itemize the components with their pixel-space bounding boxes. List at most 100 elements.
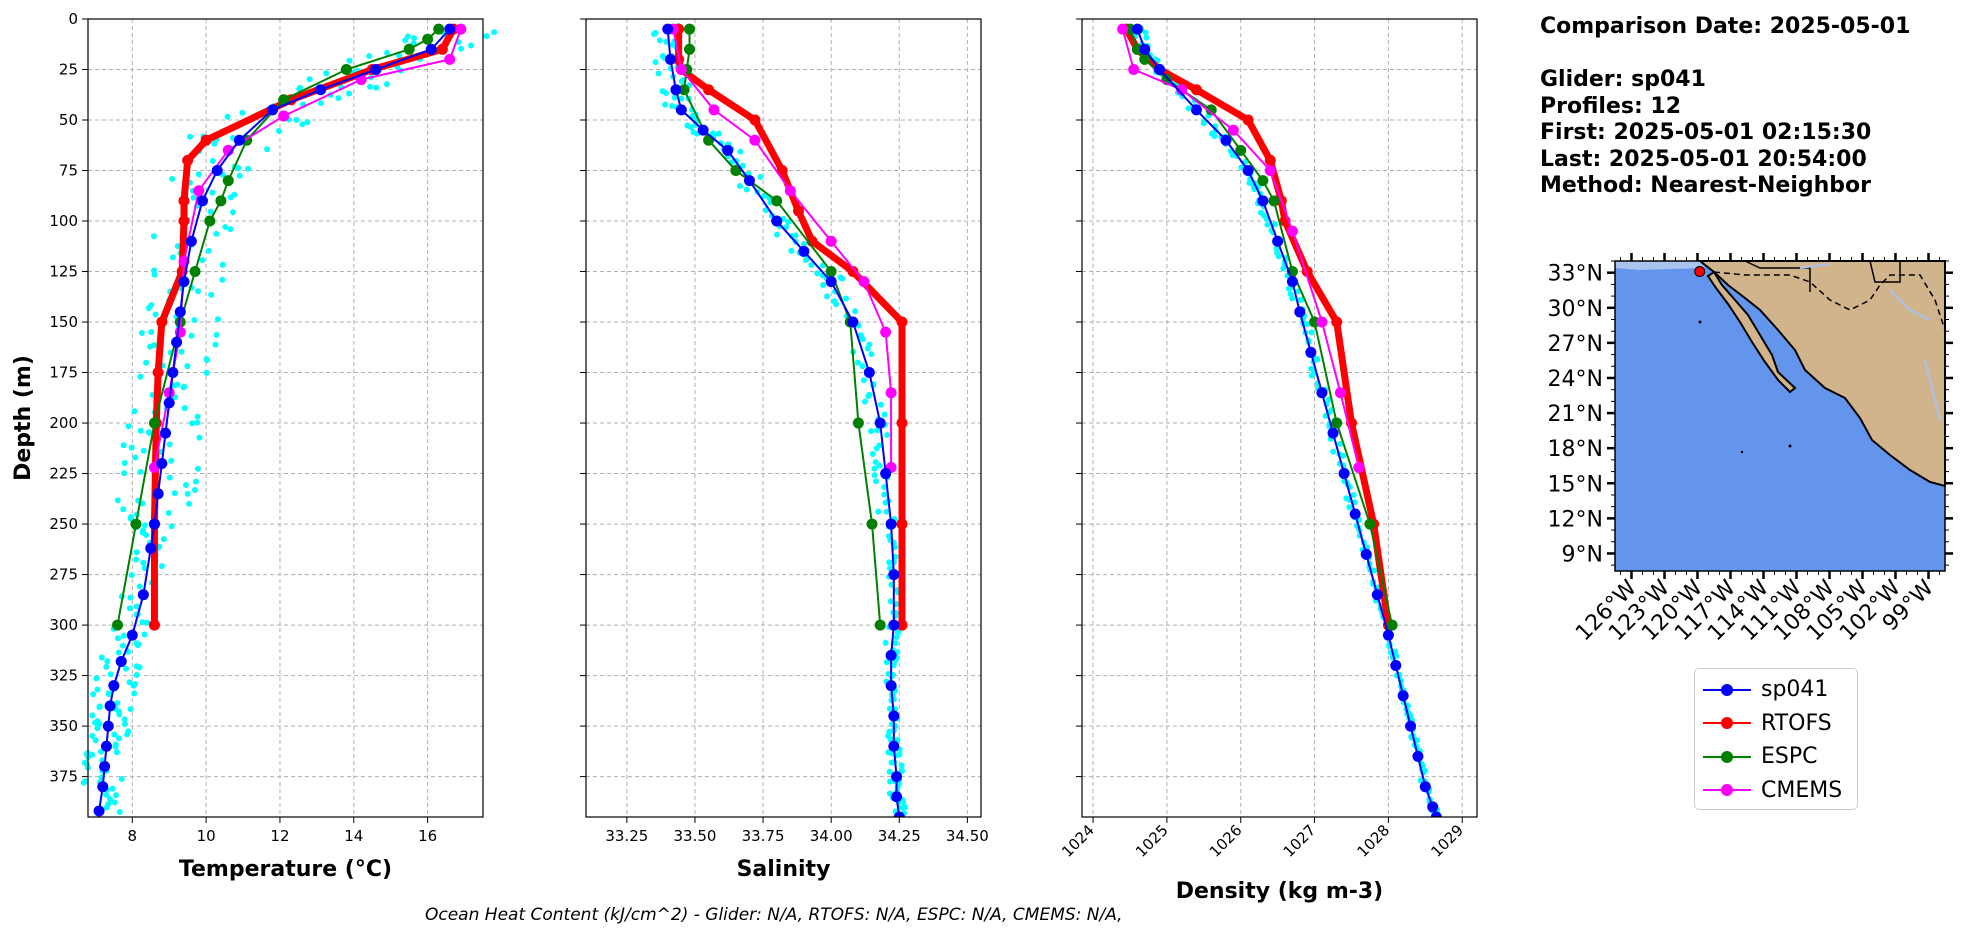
- raw-point: [293, 116, 300, 123]
- series-sp041-point: [1412, 750, 1424, 762]
- raw-point: [139, 619, 146, 626]
- raw-point: [180, 384, 187, 391]
- raw-point: [205, 247, 212, 254]
- raw-point: [892, 544, 899, 551]
- series-espc-point: [1235, 144, 1247, 156]
- series-sp041-point: [1360, 548, 1372, 560]
- map-shelf: [1615, 261, 1705, 270]
- series-cmems-point: [193, 185, 205, 197]
- series-cmems-point: [444, 53, 456, 65]
- y-tick-label: 300: [49, 616, 78, 634]
- y-tick-label: 150: [49, 313, 78, 331]
- raw-point: [886, 768, 893, 775]
- series-cmems-line: [672, 28, 893, 468]
- raw-point: [227, 226, 234, 233]
- raw-point: [715, 130, 722, 137]
- raw-point: [820, 281, 827, 288]
- raw-point: [208, 291, 215, 298]
- raw-point: [808, 262, 815, 269]
- series-sp041-point: [233, 134, 245, 146]
- raw-point: [1289, 295, 1296, 302]
- series-rtofs-point: [896, 417, 908, 429]
- raw-point: [890, 662, 897, 669]
- border-line: [1713, 271, 1946, 331]
- raw-point: [187, 133, 194, 140]
- raw-point: [178, 348, 185, 355]
- series-rtofs-point: [1190, 84, 1202, 96]
- raw-point: [662, 101, 669, 108]
- raw-point: [229, 209, 236, 216]
- raw-point: [133, 556, 140, 563]
- legend-label: ESPC: [1761, 744, 1818, 770]
- glider-marker: [1694, 266, 1706, 278]
- raw-point: [299, 121, 306, 128]
- series-rtofs-point: [776, 165, 788, 177]
- raw-point: [209, 157, 216, 164]
- raw-point: [98, 654, 105, 661]
- raw-point: [137, 468, 144, 475]
- raw-point: [739, 162, 746, 169]
- raw-point: [134, 642, 141, 649]
- series-espc-point: [825, 266, 837, 278]
- raw-point: [145, 305, 152, 312]
- raw-point: [792, 232, 799, 239]
- raw-point: [736, 183, 743, 190]
- series-rtofs-point: [1242, 114, 1254, 126]
- series-espc-point: [684, 23, 696, 35]
- raw-point: [148, 328, 155, 335]
- raw-point: [373, 84, 380, 91]
- series-sp041-point: [267, 104, 279, 116]
- raw-point: [219, 276, 226, 283]
- series-sp041-point: [891, 771, 903, 783]
- series-cmems-point: [749, 134, 761, 146]
- y-tick-label: 325: [49, 667, 78, 685]
- raw-point: [773, 231, 780, 238]
- raw-point: [152, 311, 159, 318]
- axes-frame: [87, 18, 484, 818]
- series-sp041-point: [97, 781, 109, 793]
- raw-point: [873, 478, 880, 485]
- raw-point: [199, 257, 206, 264]
- raw-point: [898, 762, 905, 769]
- series-sp041-point: [211, 165, 223, 177]
- raw-point: [868, 428, 875, 435]
- series-sp041-point: [885, 680, 897, 692]
- series-sp041-point: [108, 680, 120, 692]
- raw-point: [113, 792, 120, 799]
- lat-tick-label: 15°N: [1548, 472, 1603, 497]
- raw-point: [192, 487, 199, 494]
- raw-point: [883, 508, 890, 515]
- x-tick-label: 34.00: [810, 827, 853, 845]
- series-sp041-point: [102, 720, 114, 732]
- raw-point: [893, 634, 900, 641]
- raw-point: [1200, 120, 1207, 127]
- series-sp041-point: [662, 23, 674, 35]
- series-sp041-point: [174, 306, 186, 318]
- y-tick-label: 275: [49, 566, 78, 584]
- raw-point: [264, 146, 271, 153]
- legend-swatch: [1703, 747, 1751, 767]
- series-cmems-point: [858, 276, 870, 288]
- raw-point: [118, 775, 125, 782]
- raw-point: [877, 401, 884, 408]
- series-sp041-point: [126, 629, 138, 641]
- raw-point: [121, 721, 128, 728]
- series-sp041-point: [1371, 589, 1383, 601]
- legend-item-espc: ESPC: [1695, 740, 1857, 774]
- raw-point: [1371, 567, 1378, 574]
- raw-point: [886, 790, 893, 797]
- raw-point: [121, 459, 128, 466]
- raw-point: [190, 194, 197, 201]
- raw-point: [84, 761, 91, 768]
- plot-area: [88, 19, 483, 817]
- raw-point: [113, 749, 120, 756]
- raw-point: [166, 441, 173, 448]
- raw-point: [882, 639, 889, 646]
- raw-point: [119, 642, 126, 649]
- raw-point: [94, 725, 101, 732]
- raw-point: [222, 223, 229, 230]
- series-sp041-point: [880, 468, 892, 480]
- raw-point: [89, 732, 96, 739]
- raw-point: [189, 420, 196, 427]
